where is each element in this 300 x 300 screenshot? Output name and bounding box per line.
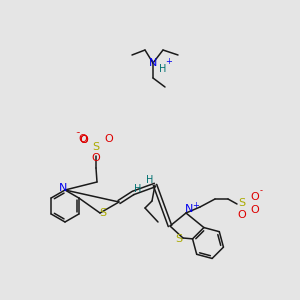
Text: O: O — [250, 192, 260, 202]
Text: S: S — [92, 142, 100, 152]
Text: O: O — [92, 153, 100, 163]
Text: O: O — [238, 210, 246, 220]
Text: O: O — [250, 205, 260, 215]
Text: H: H — [159, 64, 167, 74]
Text: -: - — [260, 187, 262, 196]
Text: N: N — [185, 204, 193, 214]
Text: O: O — [80, 135, 88, 145]
Text: +: + — [193, 200, 200, 209]
Text: O: O — [80, 135, 88, 145]
Text: S: S — [99, 208, 106, 218]
Text: S: S — [176, 234, 183, 244]
Text: +: + — [166, 58, 172, 67]
Text: H: H — [134, 184, 142, 194]
Text: N: N — [59, 183, 67, 193]
Text: O: O — [105, 134, 113, 144]
Text: O: O — [79, 134, 87, 144]
Text: ⁻: ⁻ — [76, 130, 80, 139]
Text: H: H — [146, 175, 154, 185]
Text: N: N — [149, 58, 157, 68]
Text: -: - — [76, 128, 80, 137]
Text: S: S — [238, 198, 246, 208]
